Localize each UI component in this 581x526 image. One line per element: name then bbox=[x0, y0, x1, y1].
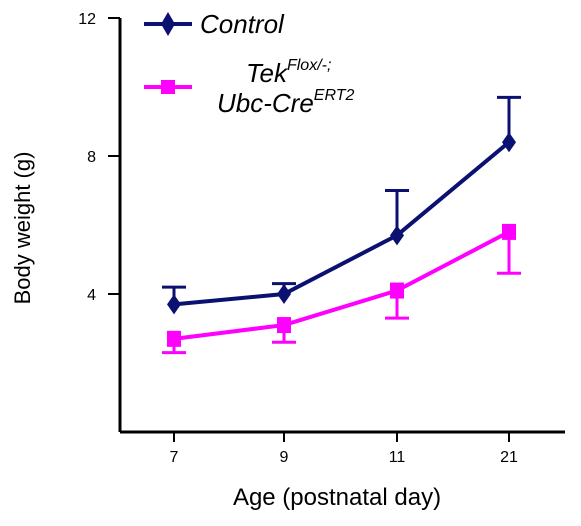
legend-marker-tek bbox=[161, 80, 175, 94]
y-axis-label: Body weight (g) bbox=[10, 152, 35, 305]
legend-label-tek: TekFlox/-; Ubc-CreERT2 bbox=[217, 46, 355, 118]
y-ticks: 4 8 12 bbox=[78, 11, 120, 304]
x-tick-label: 7 bbox=[170, 449, 179, 466]
series-group bbox=[162, 95, 521, 355]
y-tick-label: 4 bbox=[87, 287, 96, 304]
legend-label-tek-sup2: ERT2 bbox=[314, 87, 355, 104]
x-tick-label: 11 bbox=[389, 449, 406, 466]
legend-label-control: Control bbox=[200, 9, 285, 39]
series-0 bbox=[162, 95, 521, 315]
legend-item-control: Control bbox=[144, 9, 285, 39]
legend: Control TekFlox/-; Ubc-CreERT2 bbox=[144, 9, 355, 118]
axes bbox=[118, 18, 565, 434]
data-point bbox=[390, 282, 404, 299]
x-ticks: 7 9 11 21 bbox=[170, 432, 518, 466]
legend-item-tek: TekFlox/-; Ubc-CreERT2 bbox=[144, 46, 355, 118]
data-point bbox=[502, 132, 516, 153]
series-line bbox=[173, 140, 511, 307]
legend-label-tek-line1: Tek bbox=[246, 58, 289, 88]
data-point bbox=[390, 225, 404, 246]
data-point bbox=[502, 223, 516, 240]
legend-label-tek-line2: Ubc-Cre bbox=[217, 88, 314, 118]
legend-label-tek-sup1: Flox/-; bbox=[287, 57, 331, 74]
x-tick-label: 21 bbox=[500, 449, 518, 466]
y-tick-label: 8 bbox=[87, 149, 96, 166]
data-point bbox=[277, 317, 291, 334]
x-tick-label: 9 bbox=[280, 449, 289, 466]
series-line bbox=[173, 230, 510, 341]
series-1 bbox=[162, 223, 521, 355]
y-tick-label: 12 bbox=[78, 11, 96, 28]
data-point bbox=[167, 330, 181, 347]
data-point bbox=[167, 294, 181, 315]
x-axis-label: Age (postnatal day) bbox=[233, 484, 441, 511]
legend-marker-control bbox=[161, 12, 175, 36]
data-point bbox=[277, 284, 291, 304]
